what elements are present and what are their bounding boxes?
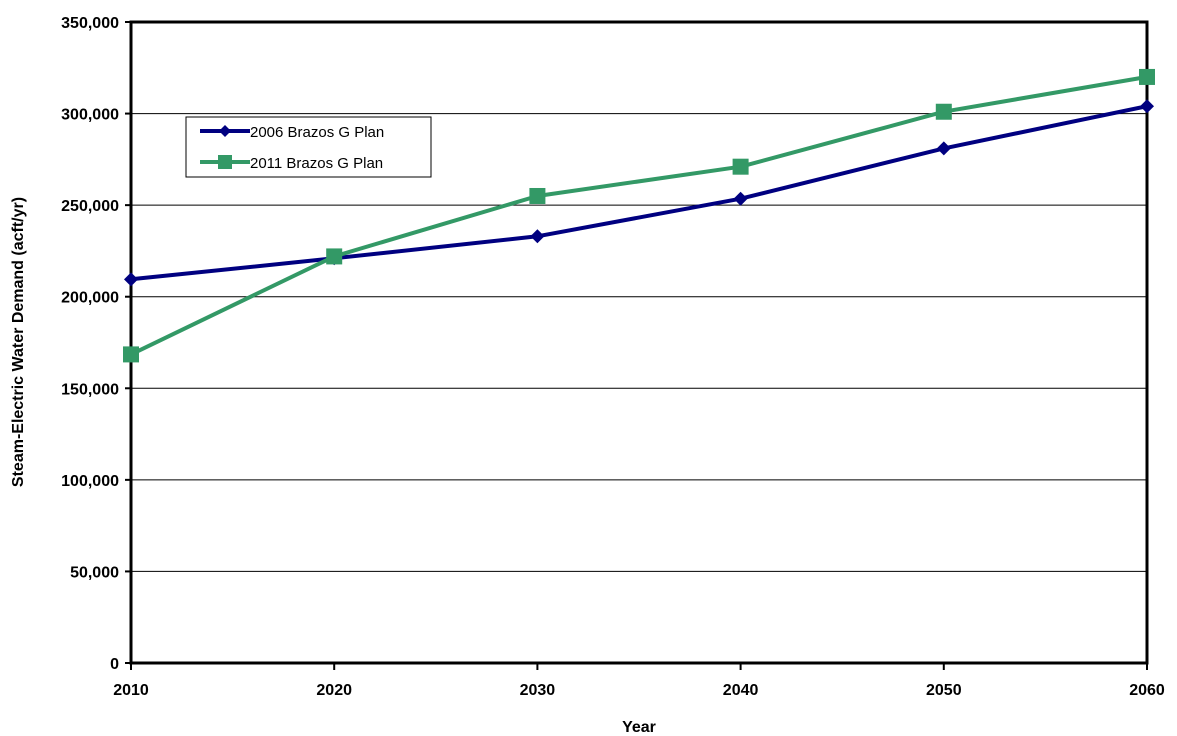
y-tick-label: 200,000 (61, 290, 119, 307)
legend-marker-2006 (219, 125, 231, 137)
x-tick-label: 2030 (520, 682, 556, 699)
series-line (130, 104, 1148, 282)
series-1 (123, 68, 1155, 363)
data-point (732, 158, 749, 175)
y-tick-label: 50,000 (70, 564, 119, 581)
data-point (530, 229, 545, 244)
data-point (1139, 68, 1155, 85)
x-tick-label: 2050 (926, 682, 962, 699)
x-tick-label: 2040 (723, 682, 759, 699)
legend-item-2011: 2011 Brazos G Plan (200, 155, 383, 172)
x-axis-ticks: 2010 2020 2030 2040 2050 2060 (113, 663, 1165, 699)
x-tick-label: 2060 (1129, 682, 1165, 699)
y-tick-label: 150,000 (61, 381, 119, 398)
x-tick-label: 2020 (316, 682, 352, 699)
x-axis-title: Year (622, 719, 656, 736)
plot-area-frame (129, 20, 1149, 665)
y-tick-label: 0 (110, 656, 119, 673)
y-tick-label: 100,000 (61, 473, 119, 490)
data-point (123, 346, 139, 363)
legend-marker-2011 (218, 155, 232, 169)
legend-label-2006: 2006 Brazos G Plan (250, 124, 384, 141)
data-point (935, 103, 952, 120)
series-layer (123, 68, 1155, 363)
series-line (130, 74, 1148, 357)
y-tick-label: 350,000 (61, 15, 119, 32)
y-axis-ticks: 0 50,000 100,000 150,000 200,000 250,000 300,0… (61, 15, 131, 673)
legend: 2006 Brazos G Plan 2011 Brazos G Plan (185, 116, 432, 178)
y-tick-label: 300,000 (61, 107, 119, 124)
data-point (326, 248, 343, 265)
data-point (936, 141, 951, 156)
legend-label-2011: 2011 Brazos G Plan (250, 155, 383, 172)
x-tick-label: 2010 (113, 682, 149, 699)
data-point (733, 191, 748, 206)
data-point (529, 187, 546, 204)
legend-item-2006: 2006 Brazos G Plan (200, 124, 384, 141)
data-point (124, 272, 138, 287)
gridlines (131, 113, 1147, 572)
y-axis-title: Steam-Electric Water Demand (acft/yr) (10, 197, 27, 487)
data-point (1140, 99, 1154, 114)
y-tick-label: 250,000 (61, 198, 119, 215)
